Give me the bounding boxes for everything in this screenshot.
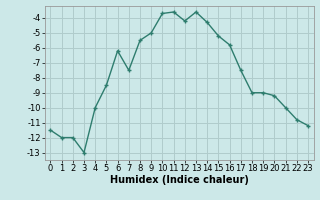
X-axis label: Humidex (Indice chaleur): Humidex (Indice chaleur) xyxy=(110,175,249,185)
